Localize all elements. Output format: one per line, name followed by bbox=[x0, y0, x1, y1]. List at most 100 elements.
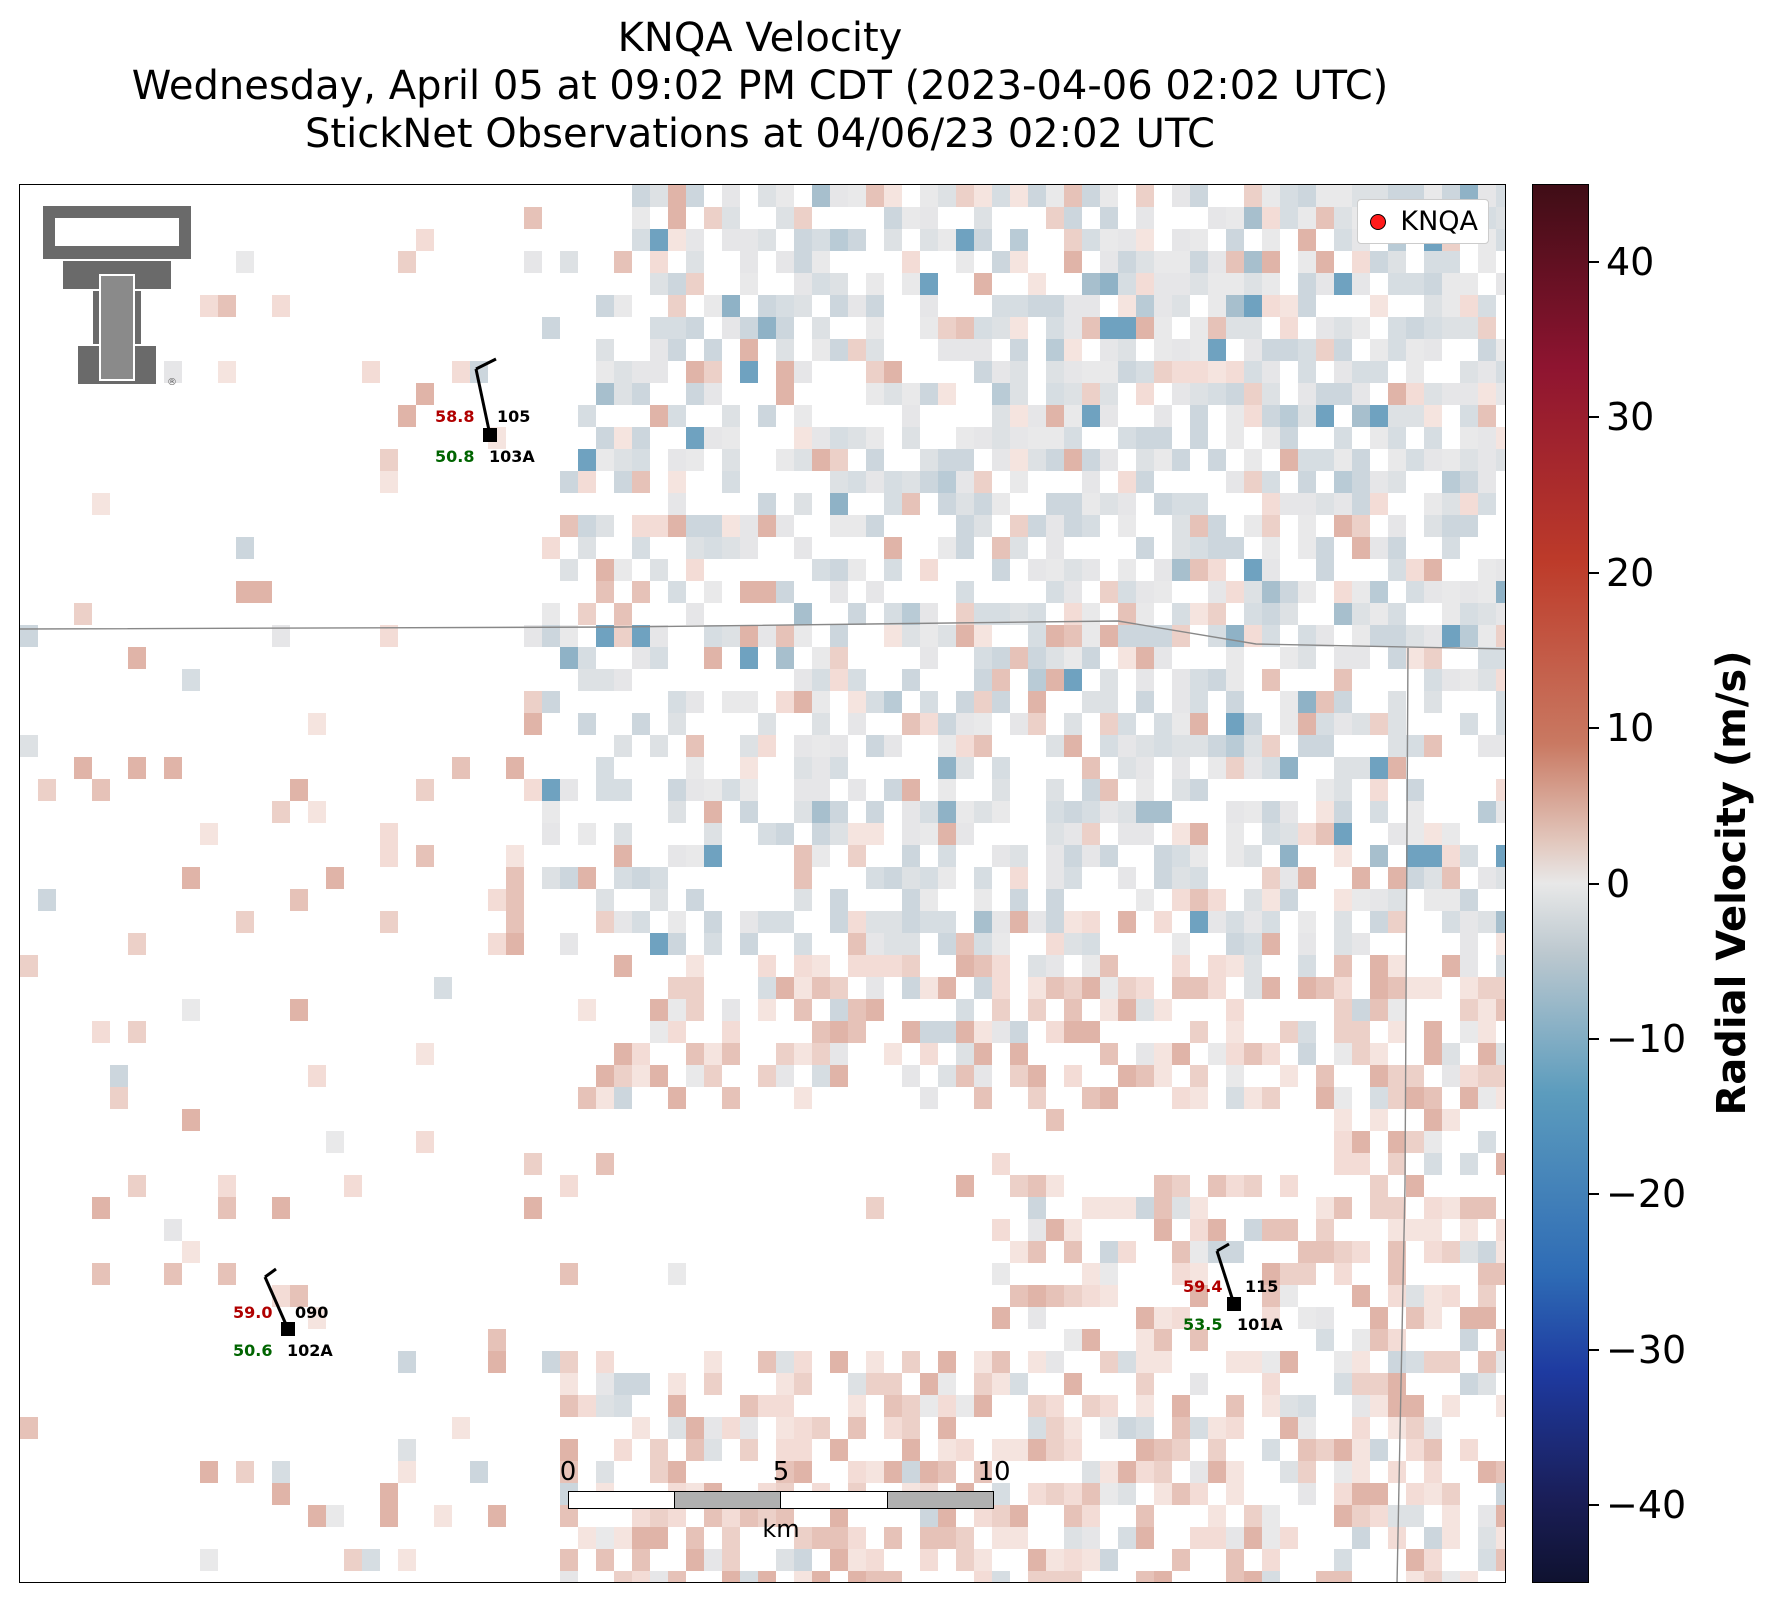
velocity-pixel bbox=[1244, 361, 1262, 383]
velocity-pixel bbox=[902, 1395, 920, 1417]
velocity-pixel bbox=[650, 559, 668, 581]
velocity-pixel bbox=[1262, 1549, 1280, 1571]
velocity-pixel bbox=[1100, 449, 1118, 471]
velocity-pixel bbox=[1208, 1219, 1226, 1241]
velocity-pixel bbox=[1442, 1109, 1460, 1131]
velocity-pixel bbox=[920, 1043, 938, 1065]
velocity-pixel bbox=[866, 449, 884, 471]
velocity-pixel bbox=[1100, 691, 1118, 713]
velocity-pixel bbox=[722, 1505, 740, 1527]
velocity-pixel bbox=[1460, 1065, 1478, 1087]
station-101a-marker[interactable] bbox=[1215, 1242, 1241, 1311]
velocity-pixel bbox=[1028, 1087, 1046, 1109]
velocity-pixel bbox=[956, 1395, 974, 1417]
velocity-pixel bbox=[938, 823, 956, 845]
velocity-pixel bbox=[776, 1373, 794, 1395]
velocity-pixel bbox=[740, 339, 758, 361]
velocity-pixel bbox=[596, 1153, 614, 1175]
velocity-pixel bbox=[992, 955, 1010, 977]
velocity-pixel bbox=[1262, 273, 1280, 295]
velocity-pixel bbox=[1244, 405, 1262, 427]
station-102a-marker[interactable] bbox=[263, 1267, 295, 1336]
velocity-pixel bbox=[1190, 713, 1208, 735]
scale-seg-1 bbox=[568, 1491, 675, 1509]
velocity-pixel bbox=[452, 757, 470, 779]
velocity-pixel bbox=[704, 779, 722, 801]
velocity-pixel bbox=[1442, 295, 1460, 317]
velocity-pixel bbox=[1424, 823, 1442, 845]
velocity-pixel bbox=[992, 493, 1010, 515]
velocity-pixel bbox=[1010, 713, 1028, 735]
velocity-pixel bbox=[1190, 1197, 1208, 1219]
velocity-pixel bbox=[704, 427, 722, 449]
velocity-pixel bbox=[1136, 1307, 1154, 1329]
velocity-pixel bbox=[1172, 229, 1190, 251]
velocity-pixel bbox=[938, 493, 956, 515]
velocity-pixel bbox=[632, 427, 650, 449]
velocity-pixel bbox=[974, 493, 992, 515]
velocity-pixel bbox=[1424, 1131, 1442, 1153]
velocity-pixel bbox=[1388, 1505, 1406, 1527]
velocity-pixel bbox=[740, 581, 758, 603]
velocity-pixel bbox=[1154, 647, 1172, 669]
velocity-pixel bbox=[974, 713, 992, 735]
velocity-pixel bbox=[794, 1087, 812, 1109]
velocity-pixel bbox=[686, 1065, 704, 1087]
velocity-pixel bbox=[1046, 933, 1064, 955]
velocity-pixel bbox=[1010, 1021, 1028, 1043]
velocity-pixel bbox=[938, 779, 956, 801]
velocity-pixel bbox=[1118, 1197, 1136, 1219]
velocity-pixel bbox=[992, 185, 1010, 207]
velocity-pixel bbox=[416, 1131, 434, 1153]
velocity-pixel bbox=[938, 713, 956, 735]
velocity-pixel bbox=[1280, 1351, 1298, 1373]
velocity-pixel bbox=[830, 273, 848, 295]
velocity-pixel bbox=[758, 625, 776, 647]
velocity-pixel bbox=[1082, 779, 1100, 801]
velocity-pixel bbox=[1424, 427, 1442, 449]
velocity-pixel bbox=[578, 867, 596, 889]
velocity-pixel bbox=[1226, 361, 1244, 383]
velocity-pixel bbox=[1064, 1329, 1082, 1351]
velocity-pixel bbox=[1424, 977, 1442, 999]
velocity-pixel bbox=[794, 207, 812, 229]
velocity-pixel bbox=[1424, 1285, 1442, 1307]
station-103a-marker[interactable] bbox=[474, 357, 497, 442]
velocity-pixel bbox=[740, 229, 758, 251]
velocity-pixel bbox=[1064, 1549, 1082, 1571]
velocity-pixel bbox=[1316, 559, 1334, 581]
velocity-pixel bbox=[1190, 823, 1208, 845]
velocity-pixel bbox=[704, 295, 722, 317]
velocity-pixel bbox=[848, 1549, 866, 1571]
velocity-pixel bbox=[1460, 449, 1478, 471]
velocity-pixel bbox=[956, 449, 974, 471]
velocity-pixel bbox=[380, 471, 398, 493]
velocity-pixel bbox=[614, 1571, 632, 1582]
velocity-pixel bbox=[956, 1527, 974, 1549]
velocity-pixel bbox=[1280, 1285, 1298, 1307]
velocity-pixel bbox=[1100, 1395, 1118, 1417]
velocity-pixel bbox=[830, 1549, 848, 1571]
velocity-pixel bbox=[596, 383, 614, 405]
velocity-pixel bbox=[848, 823, 866, 845]
velocity-pixel bbox=[866, 317, 884, 339]
velocity-pixel bbox=[920, 1527, 938, 1549]
velocity-pixel bbox=[1118, 559, 1136, 581]
scale-tick-0: 0 bbox=[559, 1457, 577, 1487]
velocity-pixel bbox=[1190, 1329, 1208, 1351]
velocity-pixel bbox=[956, 1549, 974, 1571]
radar-map[interactable]: ® KNQA 58.8 105 50.8 103A 59.0 090 50.6 … bbox=[19, 184, 1506, 1583]
velocity-pixel bbox=[974, 229, 992, 251]
velocity-pixel bbox=[1136, 1351, 1154, 1373]
velocity-pixel bbox=[1262, 977, 1280, 999]
velocity-pixel bbox=[1244, 1571, 1262, 1582]
velocity-pixel bbox=[1478, 911, 1496, 933]
velocity-pixel bbox=[632, 383, 650, 405]
velocity-pixel bbox=[1046, 515, 1064, 537]
velocity-pixel bbox=[110, 1087, 128, 1109]
velocity-pixel bbox=[1172, 1241, 1190, 1263]
velocity-pixel bbox=[380, 911, 398, 933]
velocity-pixel bbox=[1496, 1043, 1505, 1065]
velocity-pixel bbox=[1316, 735, 1334, 757]
velocity-pixel bbox=[1496, 1351, 1505, 1373]
